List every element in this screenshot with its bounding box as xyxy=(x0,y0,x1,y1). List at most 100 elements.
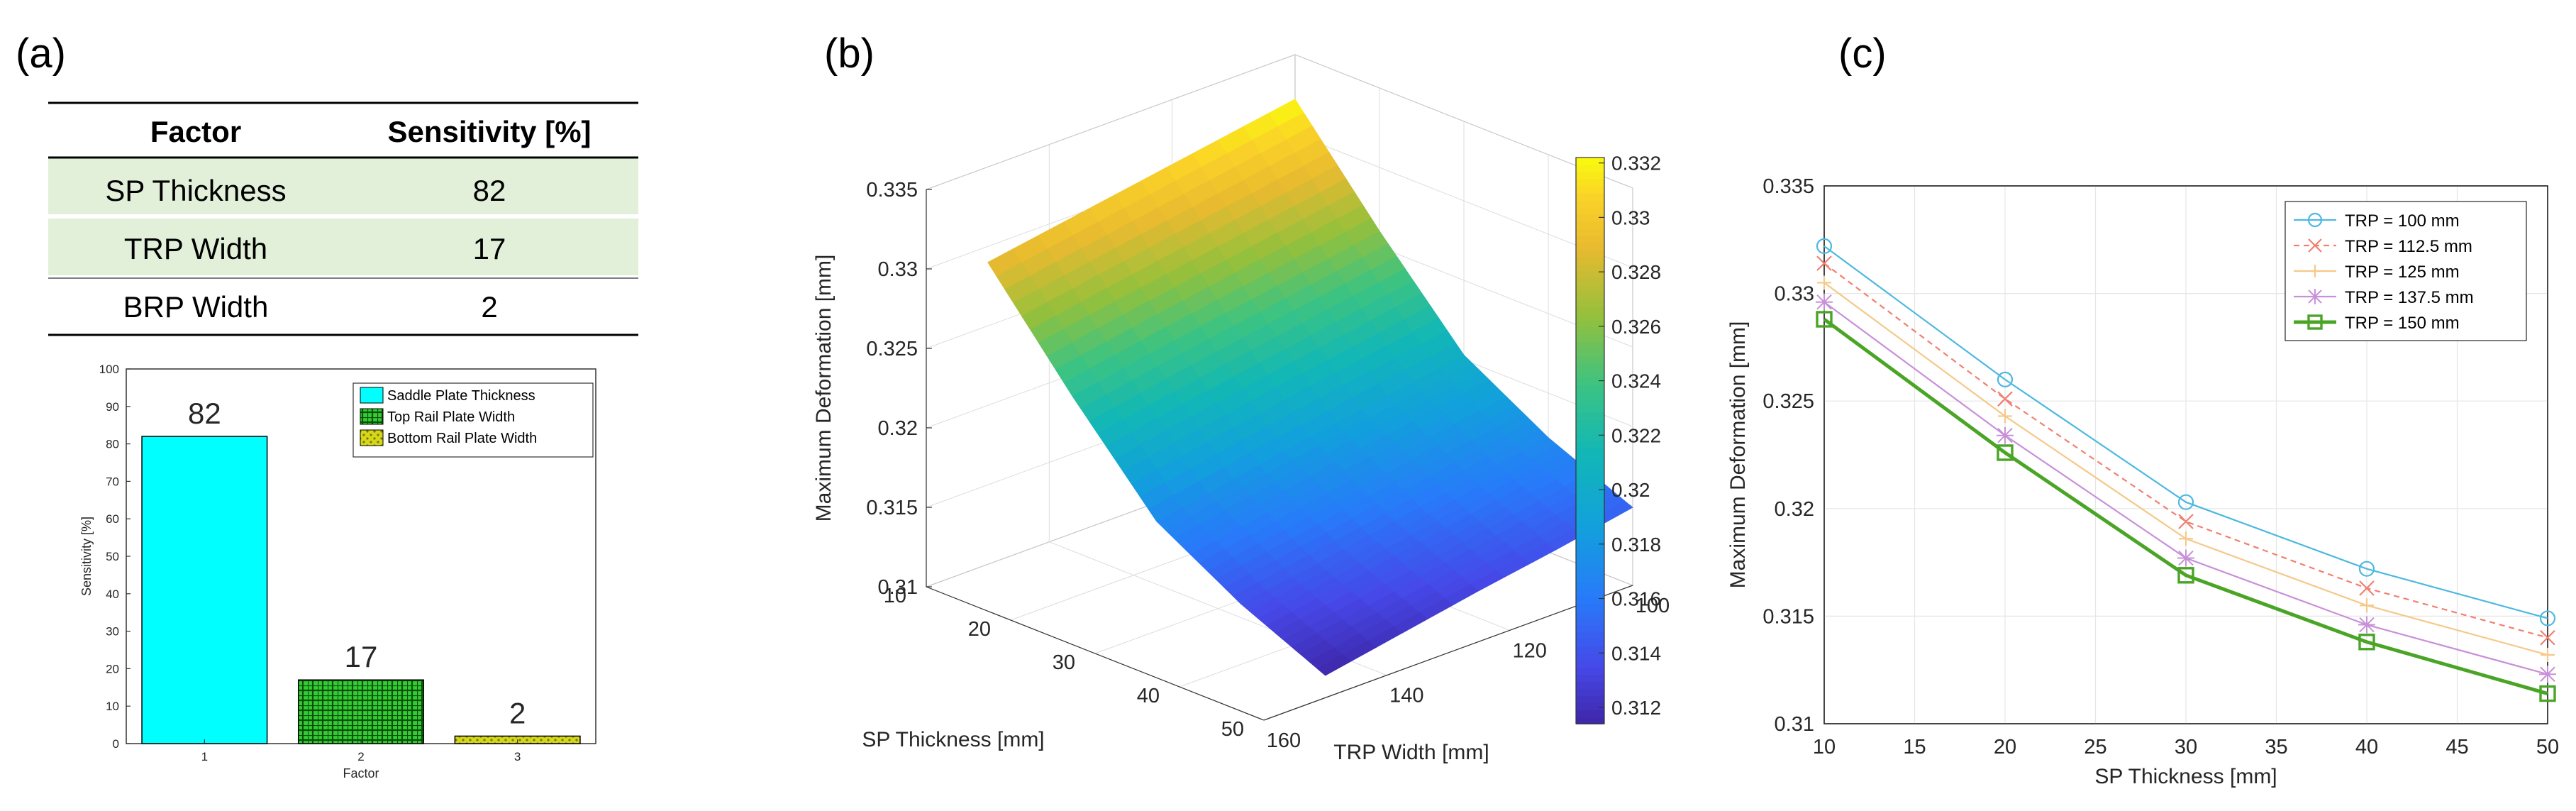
y-axis-label: Maximum Deformation [mm] xyxy=(1726,321,1750,589)
x-tick-label: 30 xyxy=(2175,736,2197,758)
data-point-marker xyxy=(1998,409,2012,424)
colorbar-segment xyxy=(1576,334,1604,343)
colorbar-segment xyxy=(1576,568,1604,576)
series-line xyxy=(1823,263,2548,639)
colorbar-segment xyxy=(1576,249,1604,258)
colorbar-segment xyxy=(1576,681,1604,689)
table-row-highlight xyxy=(48,219,638,275)
colorbar-segment xyxy=(1576,263,1604,272)
data-point-marker xyxy=(2307,314,2323,330)
colorbar-tick-label: 0.332 xyxy=(1611,153,1661,175)
colorbar-tick-label: 0.312 xyxy=(1611,697,1661,719)
table-cell-factor: BRP Width xyxy=(123,290,269,324)
data-point-marker xyxy=(2309,265,2321,277)
bar xyxy=(141,436,268,744)
data-point-marker xyxy=(2360,598,2374,613)
data-point-marker xyxy=(2358,616,2375,634)
legend-label: Top Rail Plate Width xyxy=(387,409,515,425)
data-point-marker xyxy=(1997,391,2013,407)
x-tick-label: 10 xyxy=(1813,736,1836,758)
colorbar-segment xyxy=(1576,667,1604,675)
table-row-highlight xyxy=(48,158,638,214)
legend-swatch xyxy=(360,429,384,446)
table-cell-sensitivity: 2 xyxy=(481,290,497,324)
colorbar-segment xyxy=(1576,348,1604,357)
colorbar-segment xyxy=(1576,575,1604,583)
colorbar-segment xyxy=(1576,313,1604,321)
legend-label: Bottom Rail Plate Width xyxy=(387,431,537,446)
colorbar-segment xyxy=(1576,419,1604,427)
x-tick-label: 40 xyxy=(1137,685,1160,707)
colorbar-tick-label: 0.33 xyxy=(1611,206,1650,228)
data-point-marker xyxy=(2359,580,2375,596)
y-tick-label: 140 xyxy=(1389,685,1423,707)
y-tick-label: 80 xyxy=(106,438,119,451)
colorbar-segment xyxy=(1576,285,1604,293)
y-tick-label: 20 xyxy=(106,662,119,675)
surface-patch xyxy=(1269,99,1304,127)
colorbar-segment xyxy=(1576,292,1604,300)
panel-label-a: (a) xyxy=(16,31,66,77)
colorbar-segment xyxy=(1576,306,1604,314)
data-point-marker xyxy=(1816,238,1833,254)
y-tick-label: 100 xyxy=(1636,595,1670,617)
data-point-marker xyxy=(2179,531,2193,546)
colorbar-segment xyxy=(1576,221,1604,229)
line-plot-frame xyxy=(1823,185,2548,724)
colorbar-segment xyxy=(1576,434,1604,441)
data-point-marker xyxy=(1816,255,1832,271)
colorbar-segment xyxy=(1576,504,1604,512)
y-axis-label: TRP Width [mm] xyxy=(1333,741,1489,764)
colorbar-segment xyxy=(1576,185,1604,194)
colorbar-segment xyxy=(1576,391,1604,399)
line-chart: 10 15 20 25 30 35 40 45 50 0.31 0.315 0.32 0.325 0.33… xyxy=(1726,175,2559,788)
legend-label: TRP = 137.5 mm xyxy=(2345,288,2474,307)
colorbar-segment xyxy=(1576,539,1604,548)
colorbar-segment xyxy=(1576,341,1604,350)
colorbar-tick-label: 0.324 xyxy=(1611,370,1661,392)
data-point-marker xyxy=(2177,494,2194,510)
bar-data-label: 82 xyxy=(188,397,221,430)
table-cell-sensitivity: 17 xyxy=(473,232,506,265)
colorbar-segment xyxy=(1576,454,1604,463)
colorbar-segment xyxy=(1576,525,1604,534)
table-cell-sensitivity: 82 xyxy=(473,174,506,207)
colorbar-segment xyxy=(1576,511,1604,519)
colorbar-segment xyxy=(1576,653,1604,661)
colorbar-segment xyxy=(1576,532,1604,541)
y-tick-label: 120 xyxy=(1512,639,1546,662)
data-point-marker xyxy=(1997,371,2014,387)
y-tick-label: 30 xyxy=(106,625,119,639)
colorbar-segment xyxy=(1576,710,1604,717)
colorbar-segment xyxy=(1576,589,1604,597)
x-tick-label: 45 xyxy=(2445,736,2468,758)
y-tick-label: 0.315 xyxy=(1762,605,1814,628)
colorbar-segment xyxy=(1576,171,1604,180)
series-2 xyxy=(1816,255,2555,646)
colorbar-tick-label: 0.328 xyxy=(1611,261,1661,283)
colorbar-segment xyxy=(1576,468,1604,477)
colorbar-segment xyxy=(1576,461,1604,470)
colorbar-segment xyxy=(1576,624,1604,633)
legend-label: TRP = 125 mm xyxy=(2345,263,2460,282)
data-point-marker xyxy=(1816,311,1833,328)
y-tick-label: 40 xyxy=(106,587,119,601)
colorbar-segment xyxy=(1576,617,1604,626)
colorbar-segment xyxy=(1576,426,1604,434)
colorbar-segment xyxy=(1576,631,1604,640)
data-point-marker xyxy=(2539,610,2556,627)
series-line xyxy=(1823,245,2548,619)
legend-swatch xyxy=(360,387,384,404)
colorbar-tick-label: 0.32 xyxy=(1611,479,1650,501)
colorbar-segment xyxy=(1576,214,1604,222)
table-header-factor: Factor xyxy=(150,115,241,148)
colorbar-segment xyxy=(1576,235,1604,243)
colorbar-segment xyxy=(1576,199,1604,208)
colorbar-segment xyxy=(1576,277,1604,286)
z-tick-label: 0.315 xyxy=(866,497,918,519)
colorbar-segment xyxy=(1576,441,1604,448)
z-tick-label: 0.325 xyxy=(866,338,918,360)
colorbar-segment xyxy=(1576,206,1604,215)
z-axis-label: Maximum Deformation [mm] xyxy=(812,255,835,522)
